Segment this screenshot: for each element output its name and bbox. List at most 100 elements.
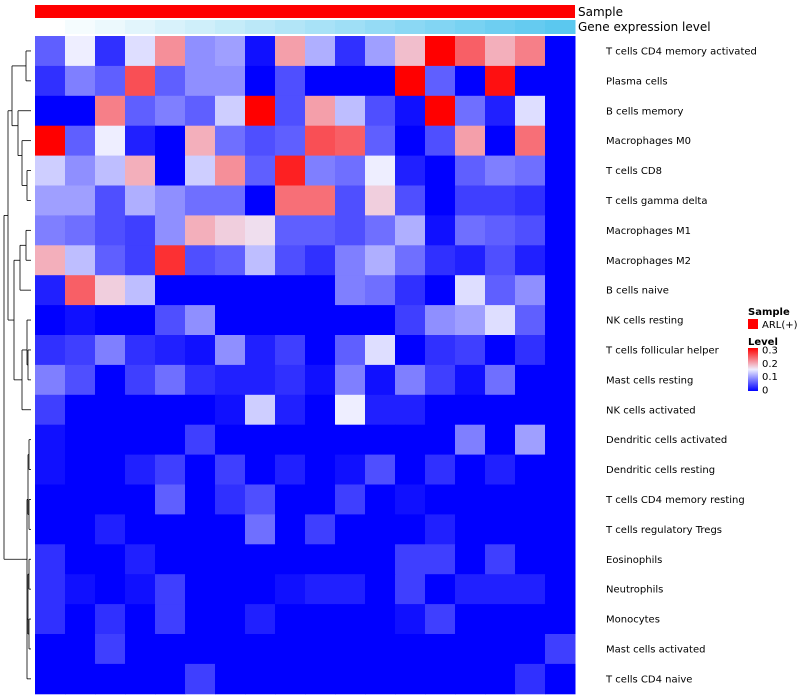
- gene-expression-cell: [215, 20, 246, 34]
- heatmap-cell: [455, 65, 486, 97]
- heatmap-cell: [365, 663, 396, 695]
- heatmap-cell: [365, 125, 396, 157]
- heatmap-cell: [275, 663, 306, 695]
- heatmap-cell: [65, 663, 96, 695]
- heatmap-cell: [485, 663, 516, 695]
- heatmap-cell: [335, 36, 366, 67]
- heatmap-cell: [215, 424, 246, 456]
- heatmap-cell: [215, 275, 246, 306]
- heatmap-cell: [305, 544, 336, 575]
- row-label: Eosinophils: [606, 555, 662, 566]
- heatmap-cell: [515, 364, 546, 396]
- gene-expression-cell: [485, 20, 516, 34]
- heatmap-cell: [215, 305, 246, 336]
- heatmap-cell: [65, 36, 96, 67]
- heatmap-cell: [455, 454, 486, 485]
- heatmap-cell: [395, 36, 426, 67]
- heatmap-cell: [515, 65, 546, 97]
- heatmap-cell: [545, 65, 576, 97]
- heatmap-cell: [275, 95, 306, 127]
- heatmap-cell: [275, 604, 306, 635]
- heatmap-cell: [545, 36, 576, 67]
- heatmap-cell: [65, 125, 96, 157]
- heatmap-cell: [125, 36, 156, 67]
- heatmap-cell: [335, 514, 366, 545]
- heatmap-cell: [305, 335, 336, 366]
- heatmap-cell: [125, 305, 156, 336]
- heatmap-cell: [365, 394, 396, 426]
- heatmap-cell: [245, 454, 276, 485]
- heatmap-cell: [155, 65, 186, 97]
- heatmap-cell: [125, 424, 156, 456]
- row-label: Neutrophils: [606, 585, 663, 596]
- heatmap-cell: [125, 215, 156, 246]
- heatmap-cell: [125, 484, 156, 515]
- heatmap-cell: [515, 634, 546, 665]
- heatmap-cell: [335, 484, 366, 515]
- heatmap-cell: [425, 663, 456, 695]
- heatmap-cell: [35, 484, 66, 515]
- heatmap-cell: [125, 634, 156, 665]
- gene-expression-cell: [95, 20, 126, 34]
- heatmap-cell: [155, 574, 186, 605]
- heatmap-cell: [395, 394, 426, 426]
- heatmap-cell: [515, 424, 546, 456]
- heatmap-cell: [515, 454, 546, 485]
- heatmap-cells: [35, 36, 576, 695]
- heatmap-cell: [35, 364, 66, 396]
- heatmap-cell: [65, 604, 96, 635]
- heatmap-cell: [455, 364, 486, 396]
- heatmap-cell: [245, 305, 276, 336]
- heatmap-cell: [245, 95, 276, 127]
- heatmap-cell: [395, 544, 426, 575]
- heatmap-cell: [545, 604, 576, 635]
- heatmap-cell: [425, 544, 456, 575]
- gene-expression-cell: [305, 20, 336, 34]
- heatmap-cell: [95, 424, 126, 456]
- heatmap-cell: [245, 484, 276, 515]
- heatmap-cell: [515, 335, 546, 366]
- gene-expression-cell: [125, 20, 156, 34]
- heatmap-cell: [335, 335, 366, 366]
- row-dendrogram: [3, 50, 31, 680]
- heatmap-cell: [425, 305, 456, 336]
- heatmap-cell: [95, 514, 126, 545]
- row-label: Mast cells resting: [606, 375, 693, 386]
- sample-legend-swatch: [748, 319, 758, 329]
- heatmap-cell: [215, 604, 246, 635]
- heatmap-cell: [125, 544, 156, 575]
- heatmap-cell: [215, 454, 246, 485]
- heatmap-cell: [545, 514, 576, 545]
- heatmap-cell: [275, 215, 306, 246]
- heatmap-cell: [185, 424, 216, 456]
- heatmap-cell: [65, 155, 96, 186]
- heatmap-cell: [155, 544, 186, 575]
- heatmap-cell: [485, 305, 516, 336]
- heatmap-cell: [305, 125, 336, 157]
- heatmap-cell: [95, 245, 126, 276]
- heatmap-cell: [545, 215, 576, 246]
- gene-expression-cell: [515, 20, 546, 34]
- heatmap-cell: [305, 364, 336, 396]
- heatmap-cell: [95, 305, 126, 336]
- row-label: T cells CD4 memory resting: [605, 495, 745, 506]
- heatmap-cell: [185, 663, 216, 695]
- row-label: Dendritic cells activated: [606, 435, 727, 446]
- heatmap-cell: [95, 155, 126, 186]
- heatmap-cell: [305, 215, 336, 246]
- level-legend-tick: 0.2: [762, 359, 778, 370]
- heatmap-cell: [275, 335, 306, 366]
- heatmap-cell: [35, 454, 66, 485]
- heatmap-cell: [425, 215, 456, 246]
- heatmap-cell: [305, 454, 336, 485]
- heatmap-cell: [335, 663, 366, 695]
- heatmap-cell: [35, 305, 66, 336]
- heatmap-cell: [275, 544, 306, 575]
- heatmap-cell: [485, 125, 516, 157]
- heatmap-cell: [245, 125, 276, 157]
- heatmap-cell: [305, 634, 336, 665]
- row-label: Macrophages M2: [606, 256, 691, 267]
- row-label: NK cells activated: [606, 405, 696, 416]
- heatmap-cell: [185, 215, 216, 246]
- heatmap-cell: [485, 544, 516, 575]
